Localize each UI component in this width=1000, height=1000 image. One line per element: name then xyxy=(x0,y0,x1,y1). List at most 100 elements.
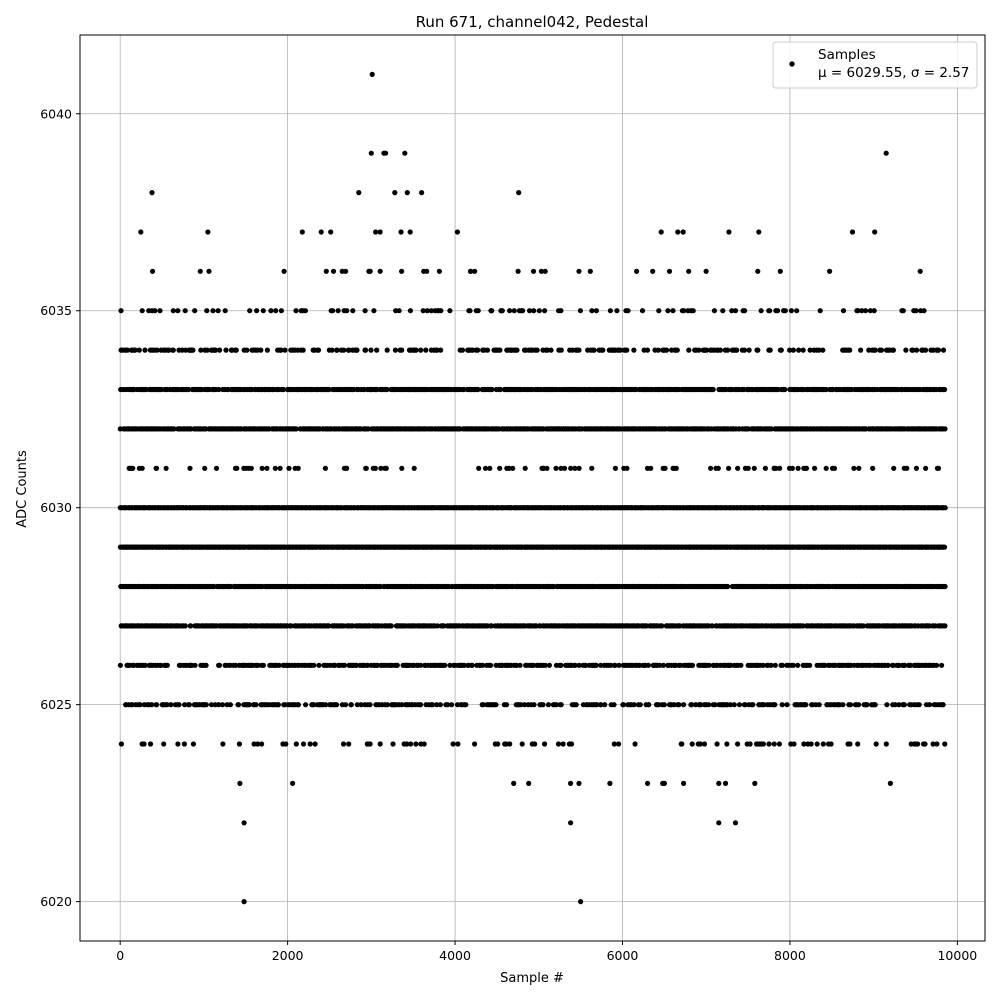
sample-point xyxy=(708,465,714,471)
sample-point xyxy=(568,741,575,747)
sample-point xyxy=(872,229,878,235)
sample-point xyxy=(519,741,525,747)
sample-point xyxy=(163,465,169,471)
sample-point xyxy=(576,347,582,353)
sample-point xyxy=(421,741,427,747)
sample-point xyxy=(644,347,651,353)
sample-point xyxy=(758,308,764,314)
sample-point xyxy=(346,347,352,353)
sample-point xyxy=(681,702,687,708)
sample-point xyxy=(860,623,867,629)
sample-point xyxy=(436,268,442,274)
sample-point xyxy=(864,702,870,708)
sample-point xyxy=(467,308,473,314)
sample-point xyxy=(859,308,865,314)
sample-point xyxy=(510,465,516,471)
sample-point xyxy=(735,465,741,471)
sample-point xyxy=(536,308,542,314)
sample-point xyxy=(371,308,377,314)
sample-point xyxy=(712,702,718,708)
sample-point xyxy=(330,308,336,314)
sample-point xyxy=(192,308,198,314)
sample-point xyxy=(475,347,481,353)
sample-point xyxy=(484,347,491,353)
sample-point xyxy=(569,347,576,353)
sample-point xyxy=(751,465,757,471)
sample-point xyxy=(396,308,402,314)
sample-point xyxy=(311,702,317,708)
sample-point xyxy=(558,308,564,314)
sample-point xyxy=(531,702,537,708)
sample-point xyxy=(747,741,753,747)
sample-point xyxy=(300,741,307,747)
sample-point xyxy=(253,702,259,708)
sample-point xyxy=(332,662,338,668)
sample-point xyxy=(598,702,604,708)
sample-point xyxy=(527,308,533,314)
sample-point xyxy=(469,662,475,668)
sample-point xyxy=(377,229,383,235)
sample-point xyxy=(223,347,229,353)
sample-point xyxy=(572,465,578,471)
sample-point xyxy=(741,347,748,353)
sample-point xyxy=(560,741,566,747)
sample-point xyxy=(823,465,829,471)
sample-point xyxy=(795,662,801,668)
sample-point xyxy=(418,662,424,668)
sample-point xyxy=(808,741,814,747)
sample-point xyxy=(293,308,299,314)
sample-point xyxy=(558,347,564,353)
sample-point xyxy=(620,702,627,708)
sample-point xyxy=(503,702,510,708)
chart-title: Run 671, channel042, Pedestal xyxy=(416,13,649,31)
sample-point xyxy=(542,308,548,314)
sample-point xyxy=(136,347,142,353)
sample-point xyxy=(812,465,818,471)
sample-point xyxy=(344,308,350,314)
sample-point xyxy=(384,702,390,708)
sample-point xyxy=(434,702,440,708)
sample-point xyxy=(468,268,474,274)
sample-point xyxy=(341,662,348,668)
sample-point xyxy=(676,702,682,708)
sample-point xyxy=(674,347,680,353)
sample-point xyxy=(867,662,873,668)
sample-point xyxy=(475,386,481,393)
sample-point xyxy=(182,308,188,314)
sample-point xyxy=(734,347,740,353)
sample-point xyxy=(192,662,198,668)
sample-point xyxy=(273,308,279,314)
sample-point xyxy=(903,347,909,353)
sample-point xyxy=(807,347,813,353)
sample-point xyxy=(600,347,606,353)
sample-point xyxy=(418,347,424,353)
sample-point xyxy=(459,347,466,353)
sample-point xyxy=(542,268,548,274)
sample-point xyxy=(275,702,281,708)
sample-point xyxy=(157,308,163,314)
sample-point xyxy=(343,702,349,708)
sample-point xyxy=(282,347,288,353)
sample-point xyxy=(363,465,369,471)
sample-point xyxy=(507,741,513,747)
sample-point xyxy=(220,741,226,747)
sample-point xyxy=(659,623,665,629)
sample-point xyxy=(441,623,447,629)
sample-point xyxy=(166,347,172,353)
sample-point xyxy=(139,308,145,314)
sample-point xyxy=(236,702,242,708)
sample-point xyxy=(330,268,337,274)
sample-point xyxy=(322,465,328,471)
sample-point xyxy=(493,702,499,708)
sample-point xyxy=(472,268,478,274)
sample-point xyxy=(354,702,360,708)
sample-point xyxy=(258,347,264,353)
sample-point xyxy=(717,347,724,353)
sample-point xyxy=(295,702,301,708)
sample-point xyxy=(216,702,222,708)
sample-point xyxy=(745,465,751,471)
sample-point xyxy=(726,229,732,235)
sample-point xyxy=(823,386,829,393)
sample-point xyxy=(187,465,193,471)
